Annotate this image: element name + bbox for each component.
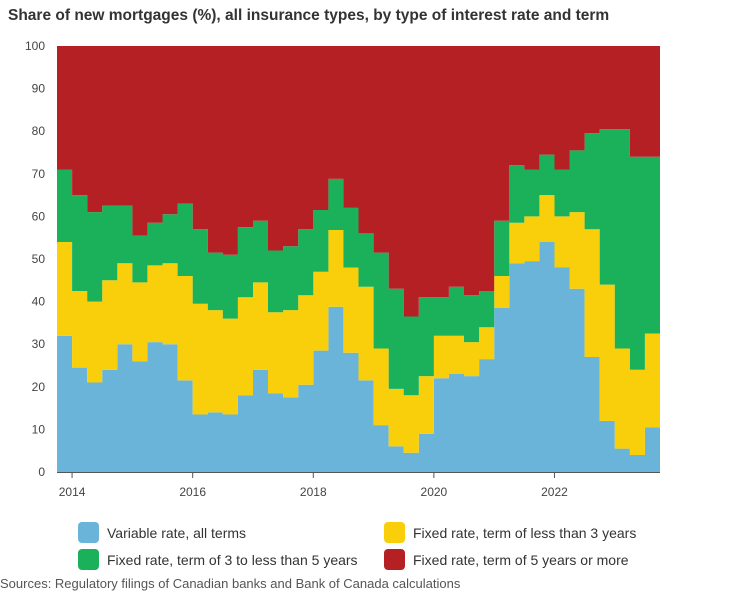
area-series-2 [57,129,660,396]
y-tick-label: 40 [32,295,46,309]
chart-title: Share of new mortgages (%), all insuranc… [8,7,610,24]
legend-item-fixed-5-plus: Fixed rate, term of 5 years or more [384,549,629,570]
legend-label-variable: Variable rate, all terms [107,524,247,541]
legend-label-fixed-under-3: Fixed rate, term of less than 3 years [413,524,637,541]
area-series-3 [57,46,660,317]
legend-swatch-variable [78,522,99,543]
legend-label-fixed-3-to-5: Fixed rate, term of 3 to less than 5 yea… [107,551,358,568]
legend-item-fixed-3-to-5: Fixed rate, term of 3 to less than 5 yea… [78,549,358,570]
y-tick-label: 10 [32,422,46,436]
legend-item-fixed-under-3: Fixed rate, term of less than 3 years [384,522,636,543]
y-tick-label: 80 [32,124,46,138]
x-tick-label: 2022 [541,485,568,499]
legend-label-fixed-5-plus: Fixed rate, term of 5 years or more [413,551,629,568]
x-tick-label: 2016 [179,485,206,499]
chart-areas [57,46,660,472]
x-tick-label: 2014 [59,485,86,499]
source-note: Sources: Regulatory filings of Canadian … [0,576,461,591]
area-series-1 [57,195,660,455]
legend-swatch-fixed-3-to-5 [78,549,99,570]
y-tick-label: 90 [32,82,46,96]
legend-swatch-fixed-under-3 [384,522,405,543]
x-tick-label: 2020 [421,485,448,499]
y-tick-label: 70 [32,167,46,181]
y-tick-label: 30 [32,337,46,351]
legend-swatch-fixed-5-plus [384,549,405,570]
y-tick-label: 20 [32,380,46,394]
y-tick-label: 50 [32,252,46,266]
chart-axes: 0 10 20 30 40 50 60 70 80 90 100 2014 2016 2018 2020 20… [25,39,660,499]
y-tick-label: 100 [25,39,45,53]
y-tick-label: 60 [32,209,46,223]
legend-item-variable: Variable rate, all terms [78,522,246,543]
x-tick-label: 2018 [300,485,327,499]
y-tick-label: 0 [38,465,45,479]
